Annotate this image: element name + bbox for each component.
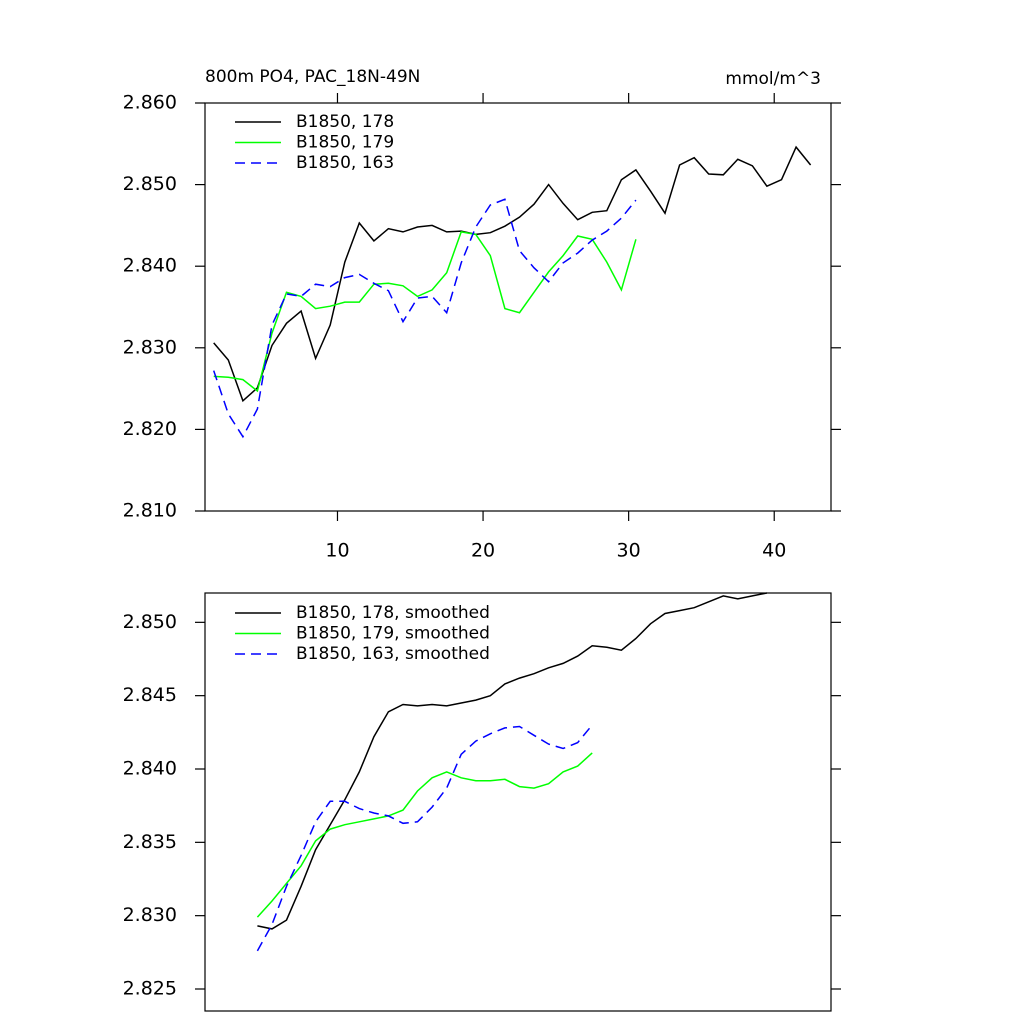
y-tick-label: 2.825 [123, 978, 177, 1000]
data-line [257, 592, 768, 930]
legend-label: B1850, 163, smoothed [296, 644, 490, 664]
data-line [256, 724, 593, 952]
units-label: mmol/m^3 [725, 69, 821, 89]
data-line [213, 231, 637, 393]
plot-frame [204, 102, 832, 512]
legend-label: B1850, 178, smoothed [296, 603, 490, 623]
legend-label: B1850, 179 [296, 133, 394, 153]
legend-label: B1850, 179, smoothed [296, 624, 490, 644]
y-tick-label: 2.820 [123, 418, 177, 440]
y-tick-label: 2.840 [123, 758, 177, 780]
y-tick-label: 2.835 [123, 831, 177, 853]
legend-label: B1850, 163 [296, 153, 394, 173]
data-line [213, 145, 812, 403]
legend-label: B1850, 178 [296, 112, 394, 132]
y-tick-label: 2.845 [123, 684, 177, 706]
y-tick-label: 2.810 [123, 500, 177, 522]
x-tick-label: 20 [471, 540, 495, 562]
y-tick-label: 2.850 [123, 173, 177, 195]
y-tick-label: 2.830 [123, 904, 177, 926]
data-line [256, 752, 593, 918]
chart-title: 800m PO4, PAC_18N-49N [205, 67, 420, 87]
y-tick-label: 2.860 [123, 92, 177, 114]
x-tick-label: 10 [325, 540, 349, 562]
data-line [212, 198, 637, 439]
x-tick-label: 40 [762, 540, 786, 562]
x-tick-label: 30 [617, 540, 641, 562]
y-tick-label: 2.840 [123, 255, 177, 277]
plot-frame [204, 592, 832, 1012]
y-tick-label: 2.830 [123, 336, 177, 358]
y-tick-label: 2.850 [123, 611, 177, 633]
